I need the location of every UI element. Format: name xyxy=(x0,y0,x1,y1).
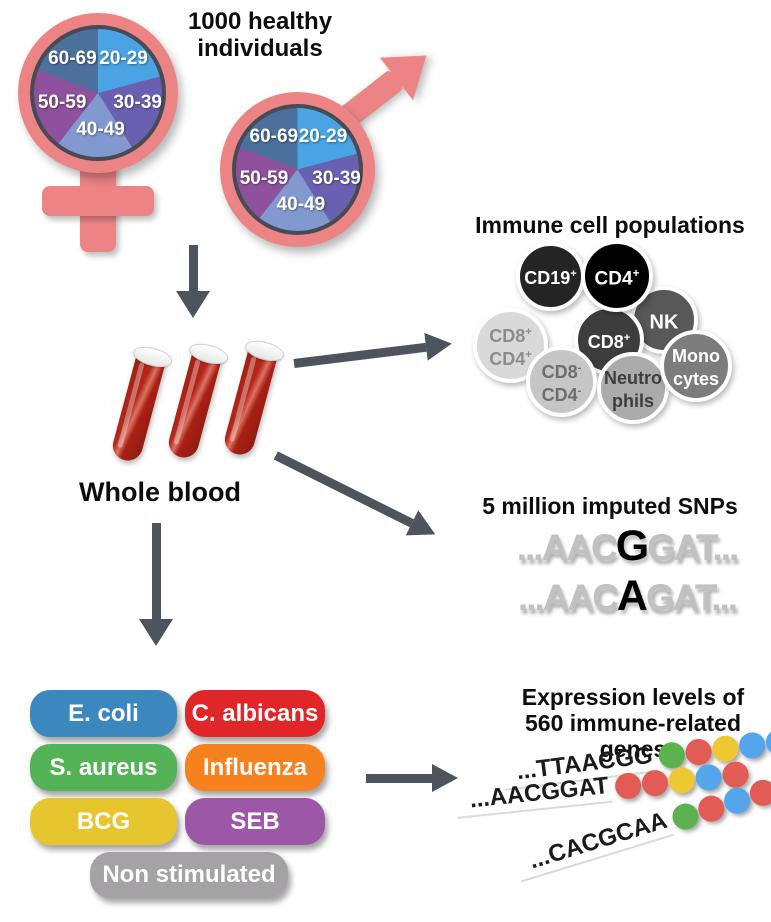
snp-sequence: ...AACGGAT... xyxy=(516,522,740,570)
blue-dot xyxy=(693,762,723,792)
pie-label-60-69: 60-69 xyxy=(48,48,97,70)
cell-circle-neutrophils: Neutro phils xyxy=(597,352,669,424)
snp-allele: G xyxy=(615,522,649,570)
arrow-down-icon xyxy=(139,523,173,646)
expression-title-line2: 560 immune-related genes xyxy=(524,710,742,762)
cell-circle-cd19pos: CD19+ xyxy=(516,242,585,311)
cell-circle-cd8neg-cd4neg: CD8- CD4- xyxy=(526,346,597,417)
red-dot xyxy=(613,771,642,800)
stimulus-pill-calbicans: C. albicans xyxy=(185,690,325,737)
pie-label-40-49: 40-49 xyxy=(76,118,125,140)
stimulus-pill-nonstimulated: Non stimulated xyxy=(90,852,288,898)
snps-title: 5 million imputed SNPs xyxy=(482,493,738,519)
pie-label-60-69: 60-69 xyxy=(249,126,299,148)
stimulus-pill-saureus: S. aureus xyxy=(30,744,177,791)
cell-circle-cd4pos: CD4+ xyxy=(581,240,653,312)
pie-label-50-59: 50-59 xyxy=(37,91,87,113)
snp-sequences: ...AACGGAT... ...AACAGAT... xyxy=(482,522,771,626)
female-age-pie: 20-29 30-39 40-49 50-59 60-69 xyxy=(30,25,166,161)
red-dot xyxy=(694,792,728,825)
stimulus-pill-seb: SEB xyxy=(185,798,325,845)
stimulus-pill-bcg: BCG xyxy=(30,798,177,845)
arrow-right-icon xyxy=(292,329,454,377)
pie-label-20-29: 20-29 xyxy=(298,126,348,148)
snp-allele: A xyxy=(616,572,648,620)
expression-title: Expression levels of 560 immune-related … xyxy=(495,684,771,762)
cell-circle-monocytes: Mono cytes xyxy=(660,330,732,402)
green-dot xyxy=(668,799,702,833)
blue-dot xyxy=(764,727,771,757)
gene-sequence: ...AACGGAT xyxy=(454,771,613,819)
gene-sequence: ...CACGCAA xyxy=(512,806,674,883)
blood-tube-icon xyxy=(109,343,175,464)
immune-cells-title: Immune cell populations xyxy=(475,212,745,238)
blood-tubes xyxy=(103,333,313,478)
whole-blood-label: Whole blood xyxy=(79,477,241,507)
pie-label-20-29: 20-29 xyxy=(99,48,148,70)
cohort-heading-line2: individuals xyxy=(197,35,323,62)
expression-title-line1: Expression levels of xyxy=(521,684,745,710)
arrow-right-icon xyxy=(366,764,458,792)
blue-dot xyxy=(720,784,753,817)
cohort-heading: 1000 healthy individuals xyxy=(150,8,370,62)
blood-tube-icon xyxy=(221,337,287,458)
blue-dot xyxy=(737,730,767,760)
stimulus-pill-ecoli: E. coli xyxy=(30,690,177,737)
red-dot xyxy=(640,768,669,797)
snp-sequence: ...AACAGAT... xyxy=(517,572,738,620)
male-age-pie: 20-29 30-39 40-49 50-59 60-69 xyxy=(232,104,363,235)
stimulus-pill-influenza: Influenza xyxy=(185,744,325,791)
pie-label-50-59: 50-59 xyxy=(239,168,289,190)
yellow-dot xyxy=(667,765,696,795)
female-symbol-crossbar xyxy=(42,186,154,216)
cohort-heading-line1: 1000 healthy xyxy=(187,8,333,35)
blood-tube-icon xyxy=(165,340,231,461)
pie-label-30-39: 30-39 xyxy=(312,168,361,190)
arrow-down-icon xyxy=(176,245,210,318)
pie-label-30-39: 30-39 xyxy=(113,91,162,113)
pie-label-40-49: 40-49 xyxy=(276,194,326,216)
